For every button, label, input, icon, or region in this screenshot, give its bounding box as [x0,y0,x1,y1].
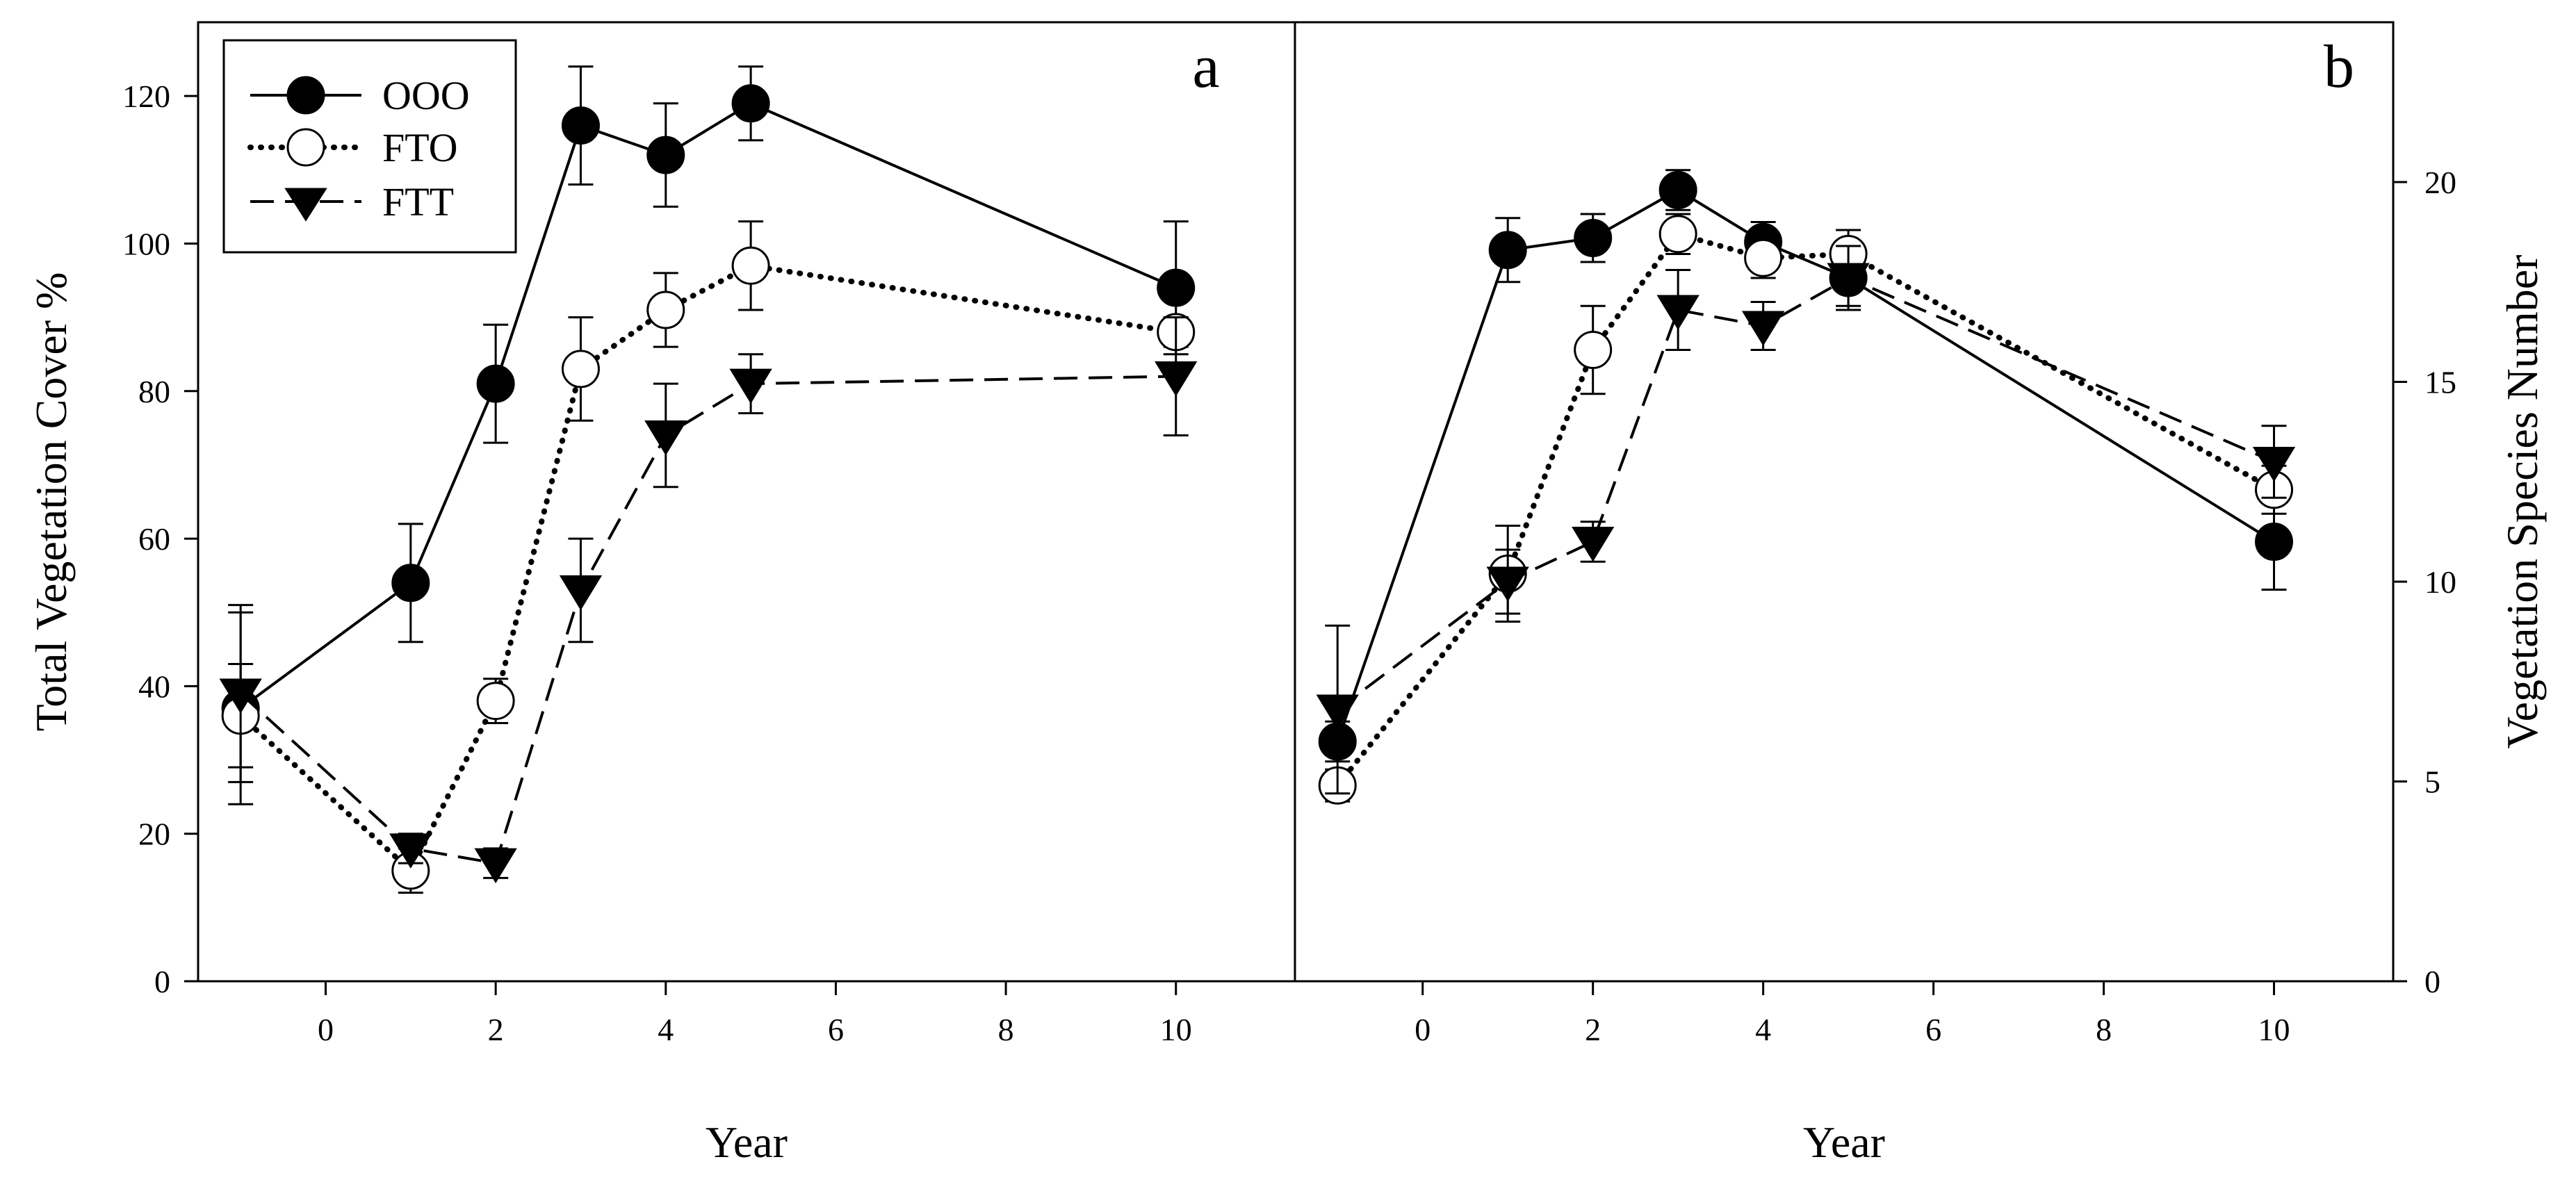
panel-a-y-tick-label: 120 [122,79,170,114]
panel-a-series-ooo-point [1157,268,1196,307]
panel-b-y-tick-label: 15 [2424,365,2456,400]
panel-a-x-tick-label: 8 [998,1012,1014,1047]
legend-box [222,39,517,254]
legend-label-fto: FTO [382,125,458,170]
panel-a-series-ooo-point [731,84,770,123]
panel-a-series-ftt-line [239,375,1176,865]
panel-a-label: a [1192,33,1219,101]
panel-b-x-tick-label: 0 [1415,1012,1430,1047]
panel-b-series-ftt-point [1486,566,1529,602]
panel-a-series-ftt-point [1155,361,1198,397]
panel-a-x-tick-label: 2 [488,1012,504,1047]
panel-b-x-tick-label: 2 [1585,1012,1601,1047]
panel-b-x-tick-label: 8 [2096,1012,2112,1047]
panel-b-series-ftt-point [1741,311,1785,346]
panel-b-x-tick-label: 10 [2258,1012,2290,1047]
panel-a-y-axis-title: Total Vegetation Cover % [26,272,76,732]
panel-b-series-fto-point [1574,331,1613,369]
panel-b-series-ftt-line [1337,276,2275,711]
panel-b-series-ooo-point [1658,171,1697,209]
legend: OOO FTO FTT [222,39,517,254]
panel-a-series-fto-point [731,246,770,285]
panel-b-y-tick-label: 10 [2424,564,2456,600]
panel-b-label: b [2324,33,2354,101]
panel-b-y-axis-title: Vegetation Species Number [2497,255,2547,749]
panel-b-series-ftt-point [1572,527,1615,562]
panel-a-y-tick-label: 40 [138,669,170,704]
series-layer [219,65,2296,894]
panel-b-series-fto [1318,213,2294,805]
panel-a-y-tick-label: 0 [154,964,170,999]
panel-b-series-ooo [1318,169,2294,763]
panel-a-series-ooo-point [476,364,515,403]
panel-b-series-ftt-point [1316,694,1359,730]
panel-a-series-ftt-point [559,575,603,611]
panel-a-y-tick-label: 80 [138,374,170,409]
legend-marker-ooo [286,76,325,115]
panel-b-x-tick-label: 6 [1925,1012,1941,1047]
panel-a-series-ftt-point [474,848,517,884]
panel-a-series-ftt [219,316,1198,884]
panel-b-y-tick-label: 20 [2424,165,2456,200]
panel-a-series-ftt-point [729,368,772,404]
panel-b-series-fto-line [1335,231,2277,789]
panel-a-x-axis-title: Year [706,1117,788,1167]
panel-b-series-ftt-point [2252,447,2296,482]
panel-b-series-ooo-point [1488,231,1527,270]
panel-b-series-fto-point [1744,238,1783,277]
panel-a-series-fto-line [238,263,1179,876]
panel-a-series-fto [221,220,1196,894]
panel-a-y-tick-label: 100 [122,226,170,261]
legend-label-ftt: FTT [382,179,454,224]
panel-b-series-ooo-line [1336,188,2275,742]
panel-a-series-ftt-point [219,678,262,714]
panel-b-series-ooo-point [1574,219,1613,257]
panel-a-series-fto-point [476,682,515,721]
panel-a-series-fto-point [646,290,685,329]
panel-a-x-tick-label: 10 [1160,1012,1192,1047]
panel-b-x-tick-label: 4 [1755,1012,1771,1047]
panel-b-x-axis-title: Year [1803,1117,1885,1167]
panel-a-series-ooo-point [646,136,685,174]
panel-a-x-tick-label: 6 [828,1012,844,1047]
panel-a-series-ftt-point [644,420,687,456]
panel-b-series-ftt [1316,245,2296,795]
panel-a-y-tick-label: 60 [138,521,170,557]
panel-b-y-tick-label: 0 [2424,964,2440,999]
panel-b-series-ftt-point [1656,295,1699,330]
panel-a-series-ftt-point [389,833,432,869]
panel-a-x-tick-label: 4 [658,1012,674,1047]
panel-b-series-fto-point [1658,215,1697,254]
panel-a-x-tick-label: 0 [318,1012,334,1047]
panel-b-y-tick-label: 5 [2424,764,2440,800]
legend-label-ooo: OOO [382,73,470,118]
legend-marker-fto [286,128,325,167]
panel-a-series-ooo-point [391,564,430,603]
panel-b-series-ftt-point [1827,263,1870,298]
panel-a-series-ooo-point [561,106,600,145]
legend-marker-ftt [284,188,327,222]
panel-a-series-fto-point [561,350,600,388]
panel-b-series-ooo-point [2255,523,2294,561]
panel-a-y-tick-label: 20 [138,817,170,852]
panel-b-frame [1294,21,2395,983]
